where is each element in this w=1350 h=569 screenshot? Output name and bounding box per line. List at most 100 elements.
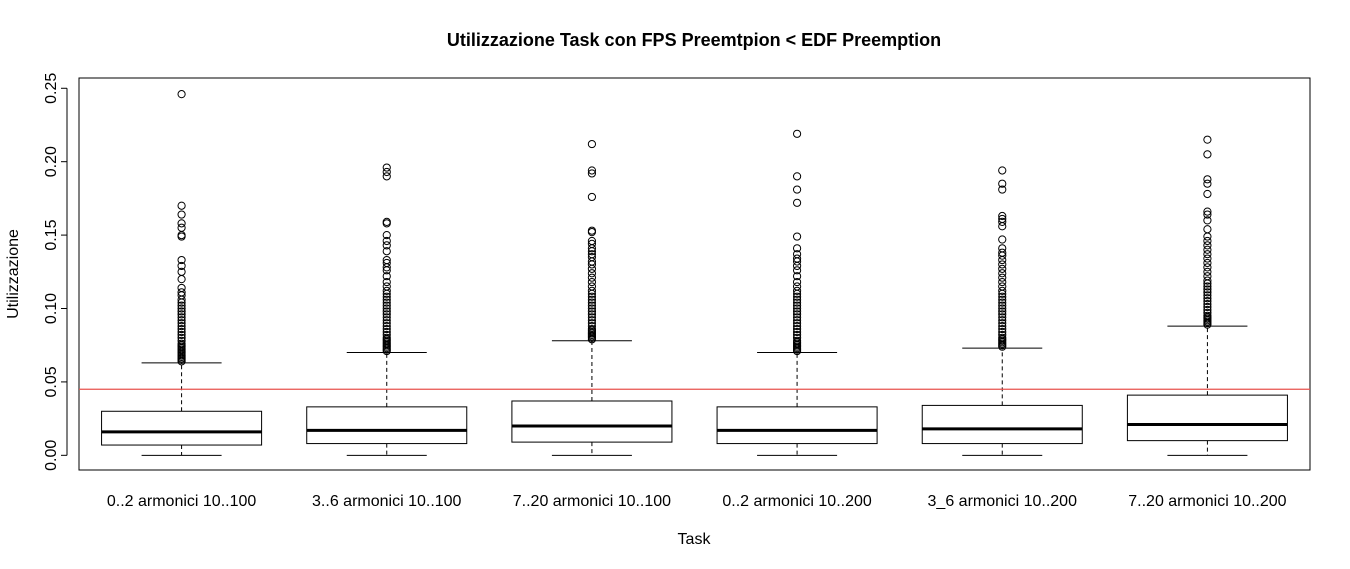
outlier-point	[1203, 241, 1212, 250]
x-axis-label: Task	[678, 531, 712, 548]
box-1	[101, 90, 263, 456]
outlier-point	[382, 172, 391, 181]
outlier-point	[998, 319, 1007, 328]
outlier-point	[587, 289, 597, 298]
outlier-point	[792, 324, 802, 334]
outlier-point	[587, 304, 597, 313]
outlier-point	[1203, 175, 1212, 184]
outlier-point	[177, 324, 186, 334]
outlier-point	[382, 286, 391, 295]
outlier-point	[998, 301, 1007, 310]
outlier-point	[587, 301, 597, 310]
y-tick-label: 0.05	[43, 366, 60, 397]
outlier-point	[177, 232, 186, 241]
outlier-point	[792, 304, 802, 313]
outlier-point	[792, 172, 802, 181]
iqr-box	[921, 404, 1083, 445]
outlier-point	[382, 219, 391, 228]
outlier-point	[1203, 225, 1212, 234]
outlier-point	[1203, 245, 1212, 254]
x-tick-label: 0..2 armonici 10..100	[107, 493, 257, 510]
outlier-point	[587, 139, 597, 149]
outlier-point	[998, 269, 1007, 278]
outlier-point	[1203, 258, 1212, 268]
outlier-point	[177, 304, 186, 313]
outlier-point	[587, 335, 597, 344]
outlier-point	[587, 247, 597, 256]
iqr-box	[1126, 394, 1288, 442]
box-2	[306, 163, 468, 456]
y-axis: 0.00 0.05 0.10 0.15 0.20 0.25	[43, 73, 68, 471]
outlier-point	[177, 322, 186, 331]
outlier-point	[587, 264, 597, 273]
outlier-point	[587, 244, 597, 253]
outlier-point	[382, 266, 391, 275]
outlier-point	[998, 342, 1007, 351]
outlier-point	[1203, 189, 1212, 199]
outlier-point	[792, 244, 802, 253]
outlier-point	[382, 241, 391, 250]
outlier-point	[587, 316, 597, 325]
outlier-point	[792, 292, 802, 301]
outlier-point	[998, 322, 1007, 331]
outlier-point	[792, 316, 802, 325]
outlier-point	[1203, 282, 1212, 291]
outlier-point	[1203, 294, 1212, 303]
outlier-point	[1203, 179, 1212, 188]
outlier-point	[382, 316, 391, 325]
outlier-point	[998, 316, 1007, 325]
outlier-point	[792, 266, 802, 275]
outlier-point	[792, 319, 802, 328]
box-5	[921, 166, 1083, 456]
outlier-point	[792, 301, 802, 310]
outlier-point	[587, 269, 597, 278]
outlier-point	[792, 198, 802, 207]
outlier-point	[382, 307, 391, 316]
outlier-point	[998, 251, 1007, 260]
outlier-point	[998, 211, 1007, 221]
outlier-point	[587, 228, 597, 237]
outlier-point	[998, 235, 1007, 244]
outlier-point	[382, 247, 391, 256]
outlier-point	[382, 230, 391, 240]
outlier-point	[792, 277, 802, 287]
outlier-point	[382, 236, 391, 246]
outlier-point	[792, 327, 802, 337]
outlier-point	[587, 307, 597, 316]
outlier-point	[382, 304, 391, 313]
outlier-point	[1203, 288, 1212, 297]
outlier-point	[382, 301, 391, 310]
outlier-point	[177, 313, 186, 322]
outlier-point	[998, 286, 1007, 295]
outlier-point	[382, 167, 391, 177]
x-tick-label: 7..20 armonici 10..200	[1128, 493, 1286, 510]
outlier-point	[792, 232, 802, 241]
outlier-point	[1203, 299, 1212, 309]
x-tick-label: 7..20 armonici 10..100	[513, 493, 671, 510]
iqr-box	[511, 400, 673, 443]
outlier-point	[1203, 279, 1212, 288]
outlier-point	[587, 313, 597, 322]
outlier-point	[792, 322, 802, 331]
outlier-point	[382, 319, 391, 328]
outlier-point	[177, 219, 186, 228]
y-tick-label: 0.15	[43, 219, 60, 250]
outlier-point	[382, 292, 391, 301]
outlier-point	[1203, 135, 1212, 144]
outlier-point	[1203, 207, 1212, 216]
outlier-point	[998, 310, 1007, 319]
outlier-point	[792, 298, 802, 307]
outlier-point	[792, 346, 802, 356]
iqr-box	[716, 406, 878, 445]
outlier-point	[177, 310, 186, 319]
outlier-point	[382, 313, 391, 322]
y-tick-label: 0.00	[43, 440, 60, 471]
outlier-point	[998, 273, 1007, 282]
outlier-point	[792, 129, 802, 138]
outlier-point	[382, 324, 391, 334]
outlier-point	[792, 286, 802, 295]
outlier-point	[382, 263, 391, 272]
outlier-point	[382, 163, 391, 172]
outlier-point	[792, 295, 802, 304]
outlier-point	[382, 310, 391, 319]
